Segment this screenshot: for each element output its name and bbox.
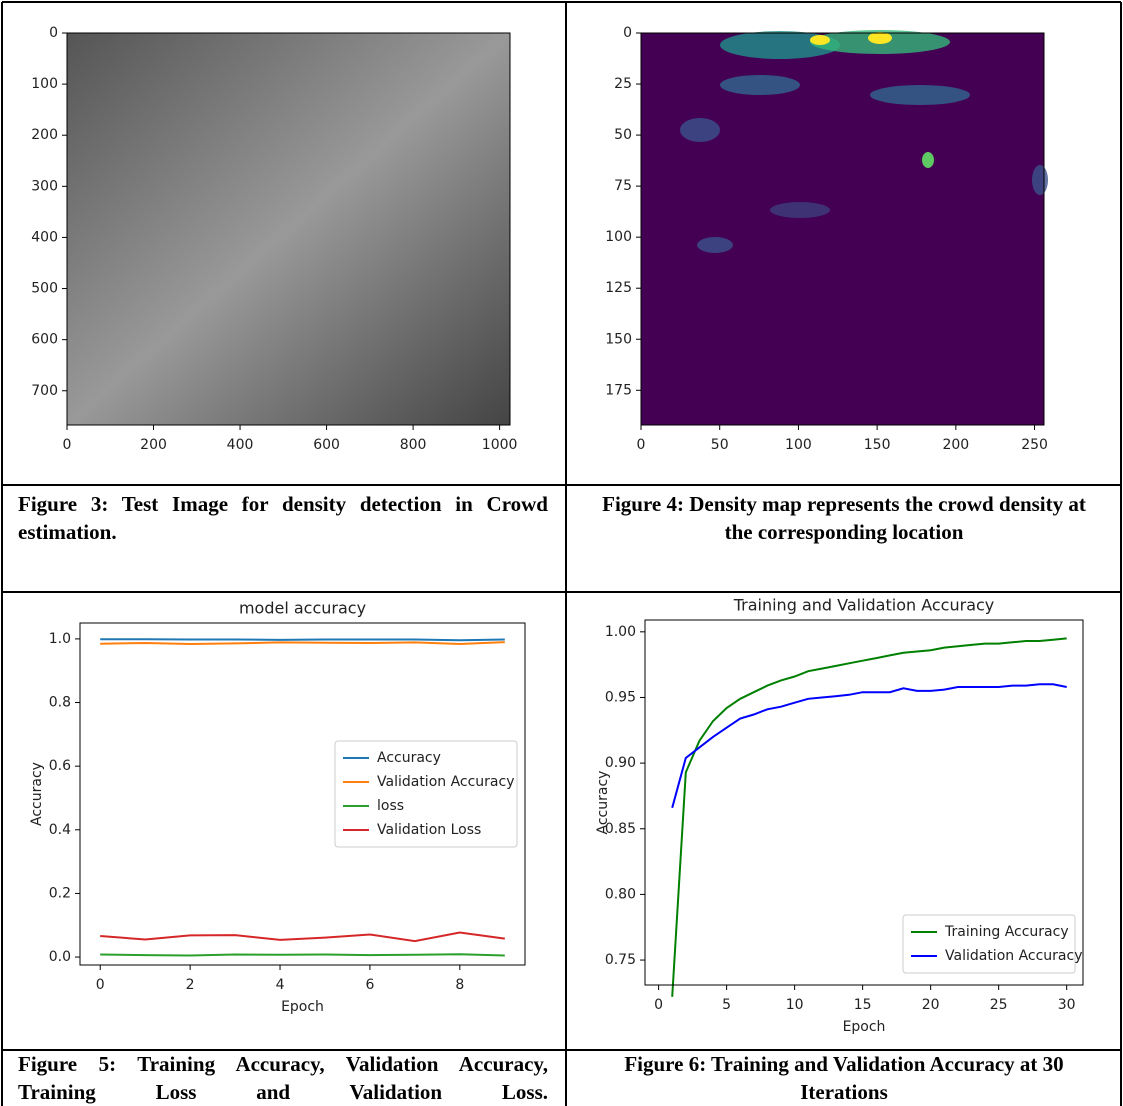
x-tick-label: 400 — [227, 437, 254, 453]
y-tick-label: 600 — [31, 332, 58, 348]
legend-label: loss — [377, 798, 404, 814]
caption: Figure 6: Training and Validation Accura… — [624, 1052, 1064, 1104]
y-tick-label: 125 — [605, 280, 632, 296]
y-axis-label: Accuracy — [595, 771, 611, 835]
y-tick-label: 0 — [49, 25, 58, 41]
chart-title: model accuracy — [239, 599, 366, 618]
caption: Figure 4: Density map represents the cro… — [602, 492, 1086, 544]
chart-title: Training and Validation Accuracy — [733, 596, 995, 615]
axes-frame — [644, 619, 1084, 986]
x-tick-label: 0 — [63, 437, 72, 453]
series-line — [100, 641, 505, 646]
x-tick-label: 200 — [140, 437, 167, 453]
y-tick-label: 50 — [614, 127, 632, 143]
y-tick-label: 150 — [605, 331, 632, 347]
legend-box — [902, 914, 1076, 974]
series-line — [100, 931, 505, 943]
legend-label: Validation Loss — [377, 822, 481, 838]
y-tick-label: 200 — [31, 127, 58, 143]
y-tick-label: 400 — [31, 229, 58, 245]
y-tick-label: 300 — [31, 178, 58, 194]
x-tick-label: 100 — [785, 437, 812, 453]
x-tick-label: 25 — [990, 997, 1008, 1013]
legend-box — [334, 740, 518, 848]
x-tick-label: 0 — [96, 977, 105, 993]
crowd-photo — [67, 33, 510, 425]
y-tick-label: 25 — [614, 76, 632, 92]
x-tick-label: 15 — [854, 997, 872, 1013]
y-tick-label: 75 — [614, 178, 632, 194]
x-tick-label: 30 — [1058, 997, 1076, 1013]
y-tick-label: 0 — [623, 25, 632, 41]
series-line — [671, 637, 1067, 997]
x-tick-label: 150 — [864, 437, 891, 453]
x-tick-label: 4 — [276, 977, 285, 993]
y-tick-label: 0.6 — [49, 758, 71, 774]
y-tick-label: 100 — [605, 229, 632, 245]
caption: Figure 5: Training Accuracy, Validation … — [18, 1052, 548, 1104]
y-tick-label: 175 — [605, 382, 632, 398]
x-tick-label: 200 — [942, 437, 969, 453]
x-tick-label: 250 — [1021, 437, 1048, 453]
y-axis-label: Accuracy — [29, 762, 45, 826]
legend: Accuracy Validation Accuracy loss Validatio… — [334, 740, 518, 848]
series-line — [100, 953, 505, 957]
legend-label: Accuracy — [377, 750, 441, 766]
axes-frame — [79, 622, 526, 966]
y-tick-label: 100 — [31, 76, 58, 92]
x-tick-label: 6 — [365, 977, 374, 993]
y-tick-label: 0.75 — [605, 952, 636, 968]
x-axis-label: Epoch — [843, 1019, 886, 1035]
x-tick-label: 5 — [722, 997, 731, 1013]
y-tick-label: 0.90 — [605, 755, 636, 771]
legend-label: Training Accuracy — [944, 924, 1069, 940]
y-tick-label: 0.8 — [49, 695, 71, 711]
axes-frame — [640, 32, 1045, 426]
y-tick-label: 0.4 — [49, 822, 71, 838]
y-tick-label: 0.95 — [605, 689, 636, 705]
x-tick-label: 10 — [786, 997, 804, 1013]
series-line — [100, 638, 505, 642]
y-tick-label: 700 — [31, 383, 58, 399]
y-tick-label: 0.0 — [49, 949, 71, 965]
x-tick-label: 0 — [637, 437, 646, 453]
y-tick-label: 1.00 — [605, 624, 636, 640]
legend-label: Validation Accuracy — [377, 774, 515, 790]
y-tick-label: 0.80 — [605, 886, 636, 902]
y-tick-label: 0.85 — [605, 821, 636, 837]
axes-frame — [66, 32, 511, 426]
series-line — [671, 683, 1067, 809]
density-map — [641, 30, 1048, 425]
x-axis-label: Epoch — [281, 999, 324, 1015]
x-tick-label: 2 — [186, 977, 195, 993]
x-tick-label: 1000 — [482, 437, 518, 453]
y-tick-label: 500 — [31, 281, 58, 297]
y-tick-label: 0.2 — [49, 885, 71, 901]
x-tick-label: 20 — [922, 997, 940, 1013]
x-tick-label: 0 — [654, 997, 663, 1013]
y-tick-label: 1.0 — [49, 631, 71, 647]
x-tick-label: 50 — [711, 437, 729, 453]
x-tick-label: 8 — [455, 977, 464, 993]
x-tick-label: 600 — [313, 437, 340, 453]
legend: Training Accuracy Validation Accuracy — [902, 914, 1083, 974]
x-tick-label: 800 — [400, 437, 427, 453]
legend-label: Validation Accuracy — [945, 948, 1083, 964]
caption: Figure 3: Test Image for density detecti… — [18, 492, 548, 544]
